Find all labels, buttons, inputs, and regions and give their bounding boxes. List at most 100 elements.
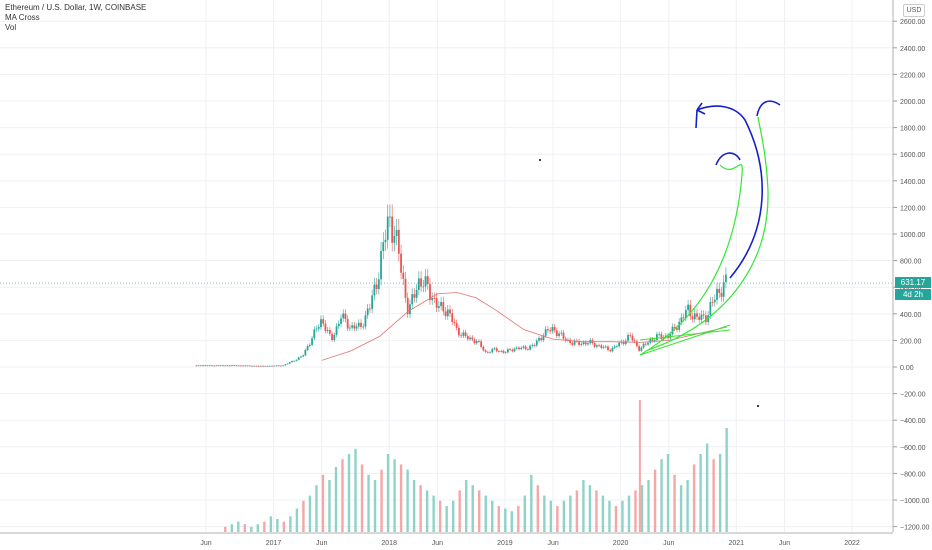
candle-body (689, 304, 692, 317)
currency-button[interactable]: USD (903, 4, 925, 17)
volume-bar (386, 454, 390, 532)
candle-body (564, 338, 567, 341)
annotation-blue-curl (756, 100, 781, 117)
volume-bar (289, 516, 292, 532)
volume-bar (595, 490, 598, 532)
candle-body (651, 339, 654, 341)
candle-body (295, 359, 298, 361)
candle-body (366, 308, 369, 316)
indicator-vol[interactable]: Vol (5, 23, 17, 32)
candle-body (538, 338, 540, 341)
candle-body (549, 330, 552, 332)
candle-body (413, 294, 416, 298)
annotation-green-curve-outer (647, 116, 769, 351)
symbol-title[interactable]: Ethereum / U.S. Dollar, 1W, COINBASE (5, 3, 147, 12)
volume-bar (393, 459, 396, 532)
candle-body (680, 317, 683, 322)
candle-body (344, 313, 347, 320)
y-axis-label: 2600.00 (900, 19, 925, 26)
candle-body (569, 339, 572, 344)
volume-bar (588, 485, 592, 532)
candle-body (544, 329, 547, 336)
candle-body (440, 302, 443, 307)
candle-body (444, 311, 447, 317)
candle-body (653, 340, 656, 341)
indicator-ma-cross[interactable]: MA Cross (5, 13, 40, 22)
x-axis-label: Jun (663, 540, 674, 547)
volume-bar (705, 443, 709, 532)
volume-bar (321, 474, 325, 532)
volume-bar (666, 454, 670, 532)
candle-body (542, 335, 545, 340)
candle-body (578, 340, 580, 345)
candle-body (571, 343, 574, 345)
candle-body (644, 343, 647, 345)
candle-body (509, 349, 511, 351)
candle-body (504, 352, 507, 354)
candle-body (580, 343, 583, 345)
volume-bar (308, 495, 312, 532)
volume-bar (282, 521, 286, 532)
candle-body (649, 339, 652, 343)
volume-bar (497, 506, 500, 532)
volume-bar (334, 467, 338, 532)
volume-bar (354, 448, 357, 532)
candle-body (682, 317, 685, 319)
candle-body (397, 229, 400, 254)
candle-body (244, 365, 247, 367)
volume-bar (451, 500, 455, 532)
candle-body (420, 278, 422, 287)
y-axis-label: 2200.00 (900, 72, 925, 79)
candle-body (257, 365, 260, 367)
countdown-tag: 4d 2h (895, 289, 931, 300)
candle-body (638, 346, 641, 351)
volume-bar (686, 480, 689, 532)
y-axis-label: 0.00 (900, 365, 914, 372)
x-axis-label: Jun (779, 540, 790, 547)
candle-body (673, 326, 676, 329)
candle-body (313, 329, 316, 339)
volume-bar (419, 485, 422, 532)
candle-body (195, 365, 198, 367)
volume-bar (315, 485, 318, 532)
candle-body (711, 302, 714, 303)
candle-body (500, 350, 503, 352)
candle-body (558, 333, 560, 337)
candle-body (422, 286, 425, 288)
y-axis-label: 400.00 (900, 312, 922, 319)
candle-body (458, 327, 460, 336)
candle-body (231, 365, 233, 367)
candle-body (629, 335, 632, 336)
candle-body (284, 364, 287, 366)
candle-body (320, 319, 322, 328)
candle-body (437, 306, 440, 308)
candle-body (426, 276, 429, 285)
volume-bar (224, 526, 227, 532)
volume-bar (543, 495, 546, 532)
candle-body (393, 235, 396, 243)
candle-body (613, 346, 616, 348)
y-axis-label: −800.00 (900, 471, 926, 478)
candle-body (478, 341, 480, 342)
volume-bar (712, 459, 715, 532)
candle-body (386, 216, 389, 240)
candle-body (518, 347, 520, 350)
volume-bar (510, 511, 513, 532)
volume-bar (491, 500, 494, 532)
candle-body (409, 304, 411, 315)
candle-body (373, 284, 376, 296)
x-axis-label: 2020 (613, 540, 629, 547)
candle-body (633, 340, 636, 342)
candle-body (435, 298, 438, 308)
candle-body (213, 365, 216, 367)
volume-bar (425, 490, 429, 532)
volume-bar (458, 490, 461, 532)
x-axis-label: Jun (200, 540, 211, 547)
volume-bar (263, 521, 266, 532)
annotation-drawings (539, 100, 781, 407)
y-axis-label: 200.00 (900, 338, 922, 345)
candle-body (506, 349, 509, 353)
candle-body (222, 365, 224, 367)
candle-body (402, 272, 405, 279)
